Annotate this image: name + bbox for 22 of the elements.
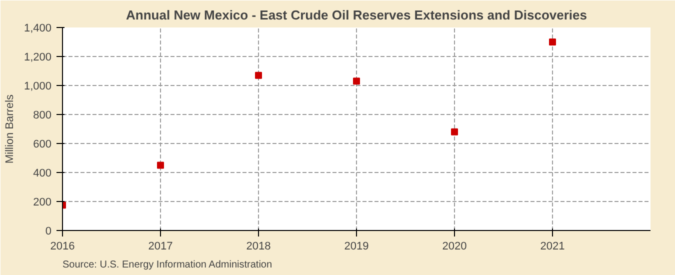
point <box>451 128 458 136</box>
y-tick-label: 0 <box>45 226 52 238</box>
y-tick-label: 1,200 <box>24 52 52 64</box>
source-note: Source: U.S. Energy Information Administration <box>62 260 272 270</box>
y-tick-label: 600 <box>33 138 52 150</box>
point <box>353 78 360 85</box>
y-tick-label: 400 <box>33 168 52 180</box>
y-axis-title: Million Barrels <box>4 94 16 164</box>
x-tick-label: 2017 <box>148 240 173 252</box>
y-tick-label: 1,000 <box>24 80 52 92</box>
y-tick-label: 1,400 <box>24 22 52 34</box>
point <box>157 162 164 169</box>
x-tick-label: 2020 <box>442 240 467 252</box>
x-tick-label: 2018 <box>246 240 271 252</box>
point <box>255 72 262 79</box>
point <box>549 38 556 46</box>
y-tick-label: 800 <box>33 110 52 122</box>
chart-title: Annual New Mexico - East Crude Oil Reserves Extensions and Discoveries <box>126 8 587 22</box>
y-tick-label: 200 <box>33 196 52 208</box>
x-tick-label: 2019 <box>344 240 369 252</box>
x-tick-label: 2021 <box>540 240 565 252</box>
x-tick-label: 2016 <box>50 240 75 252</box>
